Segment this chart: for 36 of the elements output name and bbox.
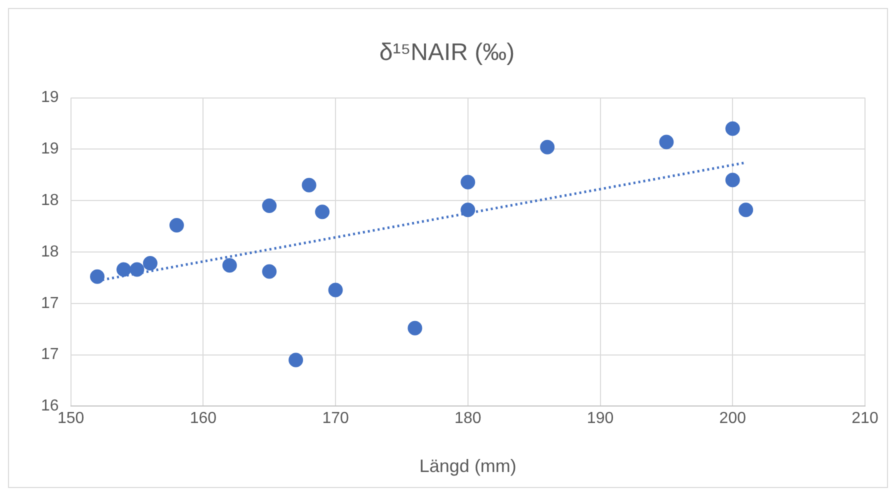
- point: [738, 202, 754, 218]
- point: [222, 258, 237, 273]
- y-tick-label: 19: [41, 89, 59, 106]
- y-tick-label: 17: [41, 346, 59, 364]
- y-tick-label: 19: [41, 140, 59, 158]
- x-tick-label: 150: [57, 410, 84, 428]
- x-tick-label: 210: [852, 410, 878, 428]
- point: [142, 256, 158, 271]
- point: [130, 262, 144, 277]
- point: [262, 264, 277, 279]
- x-tick-label: 200: [719, 410, 746, 428]
- point: [460, 174, 476, 190]
- chart-title: δ¹⁵NAIR (‰): [379, 39, 515, 66]
- x-tick-label: 180: [454, 410, 482, 428]
- point: [288, 352, 304, 368]
- x-tick-label: 160: [190, 410, 217, 428]
- point: [725, 172, 740, 188]
- point: [725, 121, 740, 136]
- point: [659, 134, 674, 150]
- x-tick-label: 170: [322, 410, 349, 428]
- y-tick-label: 18: [41, 192, 59, 210]
- point: [408, 320, 422, 336]
- point: [328, 282, 343, 298]
- point: [540, 140, 555, 154]
- y-tick-label: 18: [41, 243, 59, 260]
- point: [302, 178, 316, 192]
- point: [315, 204, 330, 220]
- x-axis-title: Längd (mm): [419, 456, 516, 476]
- point: [116, 262, 131, 277]
- point: [460, 202, 476, 218]
- point: [262, 198, 277, 213]
- point: [169, 218, 184, 233]
- y-tick-label: 16: [41, 398, 59, 415]
- y-tick-label: 17: [41, 294, 59, 312]
- point: [90, 269, 105, 284]
- x-tick-label: 190: [586, 410, 614, 428]
